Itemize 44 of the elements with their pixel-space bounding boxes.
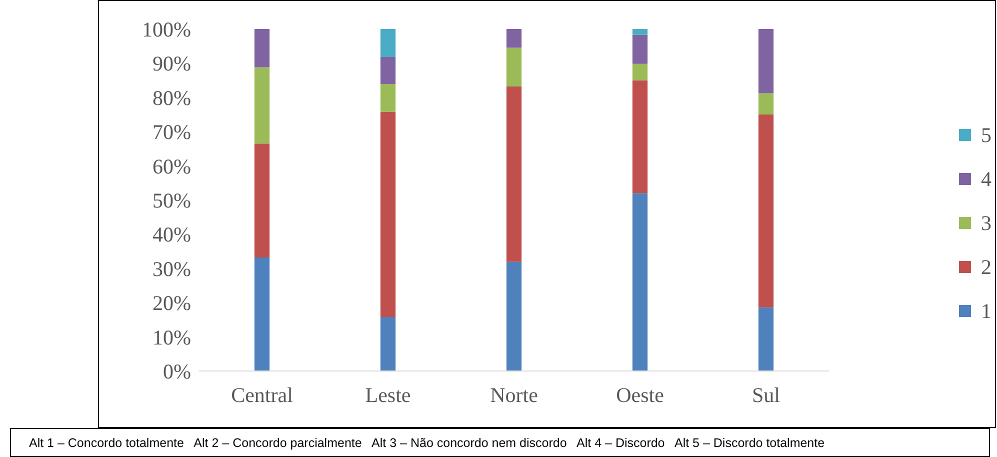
x-tick-label: Leste — [365, 382, 411, 407]
bar — [632, 34, 648, 64]
bar — [632, 193, 648, 371]
legend-label: 4 — [981, 166, 992, 192]
y-tick-label: 30% — [152, 256, 191, 281]
y-tick-label: 100% — [142, 17, 191, 42]
bar — [632, 29, 648, 35]
x-tick-label: Norte — [490, 382, 538, 407]
y-tick-label: 90% — [152, 52, 191, 76]
bar — [380, 29, 396, 58]
y-tick-label: 70% — [152, 120, 191, 144]
x-tick-label: Oeste — [616, 382, 664, 407]
bar — [380, 112, 396, 317]
bar — [380, 84, 396, 112]
legend-label: 3 — [981, 210, 992, 236]
legend-label: 5 — [981, 122, 992, 148]
bar — [254, 144, 270, 258]
legend-label: 1 — [981, 298, 992, 324]
bar — [254, 257, 270, 371]
bar — [506, 262, 522, 371]
text: Alt 1 – Concordo totalmente Alt 2 – Concordo parcialmente Alt 3 – Não concordo nem discordo Alt 4 – Discordo Alt 5 – Discordo totalmente — [10, 428, 990, 457]
bar — [758, 93, 774, 114]
bar — [380, 316, 396, 371]
bar — [254, 29, 270, 68]
y-tick-label: 60% — [152, 154, 191, 178]
bar — [758, 114, 774, 308]
bar — [506, 86, 522, 262]
bar — [506, 29, 522, 48]
y-tick-label: 80% — [152, 86, 191, 110]
bar — [254, 67, 270, 144]
bar — [632, 64, 648, 80]
y-tick-label: 20% — [152, 291, 191, 316]
bar — [758, 29, 774, 94]
x-tick-label: Sul — [752, 382, 780, 407]
legend-label: 2 — [981, 254, 992, 280]
bar — [380, 57, 396, 84]
bar — [632, 80, 648, 194]
x-tick-label: Central — [231, 382, 294, 407]
y-tick-label: 40% — [152, 222, 191, 247]
y-tick-label: 0% — [163, 359, 191, 384]
bar — [758, 307, 774, 371]
y-tick-label: 50% — [152, 188, 191, 212]
bar — [506, 48, 522, 86]
y-tick-label: 10% — [152, 325, 191, 350]
